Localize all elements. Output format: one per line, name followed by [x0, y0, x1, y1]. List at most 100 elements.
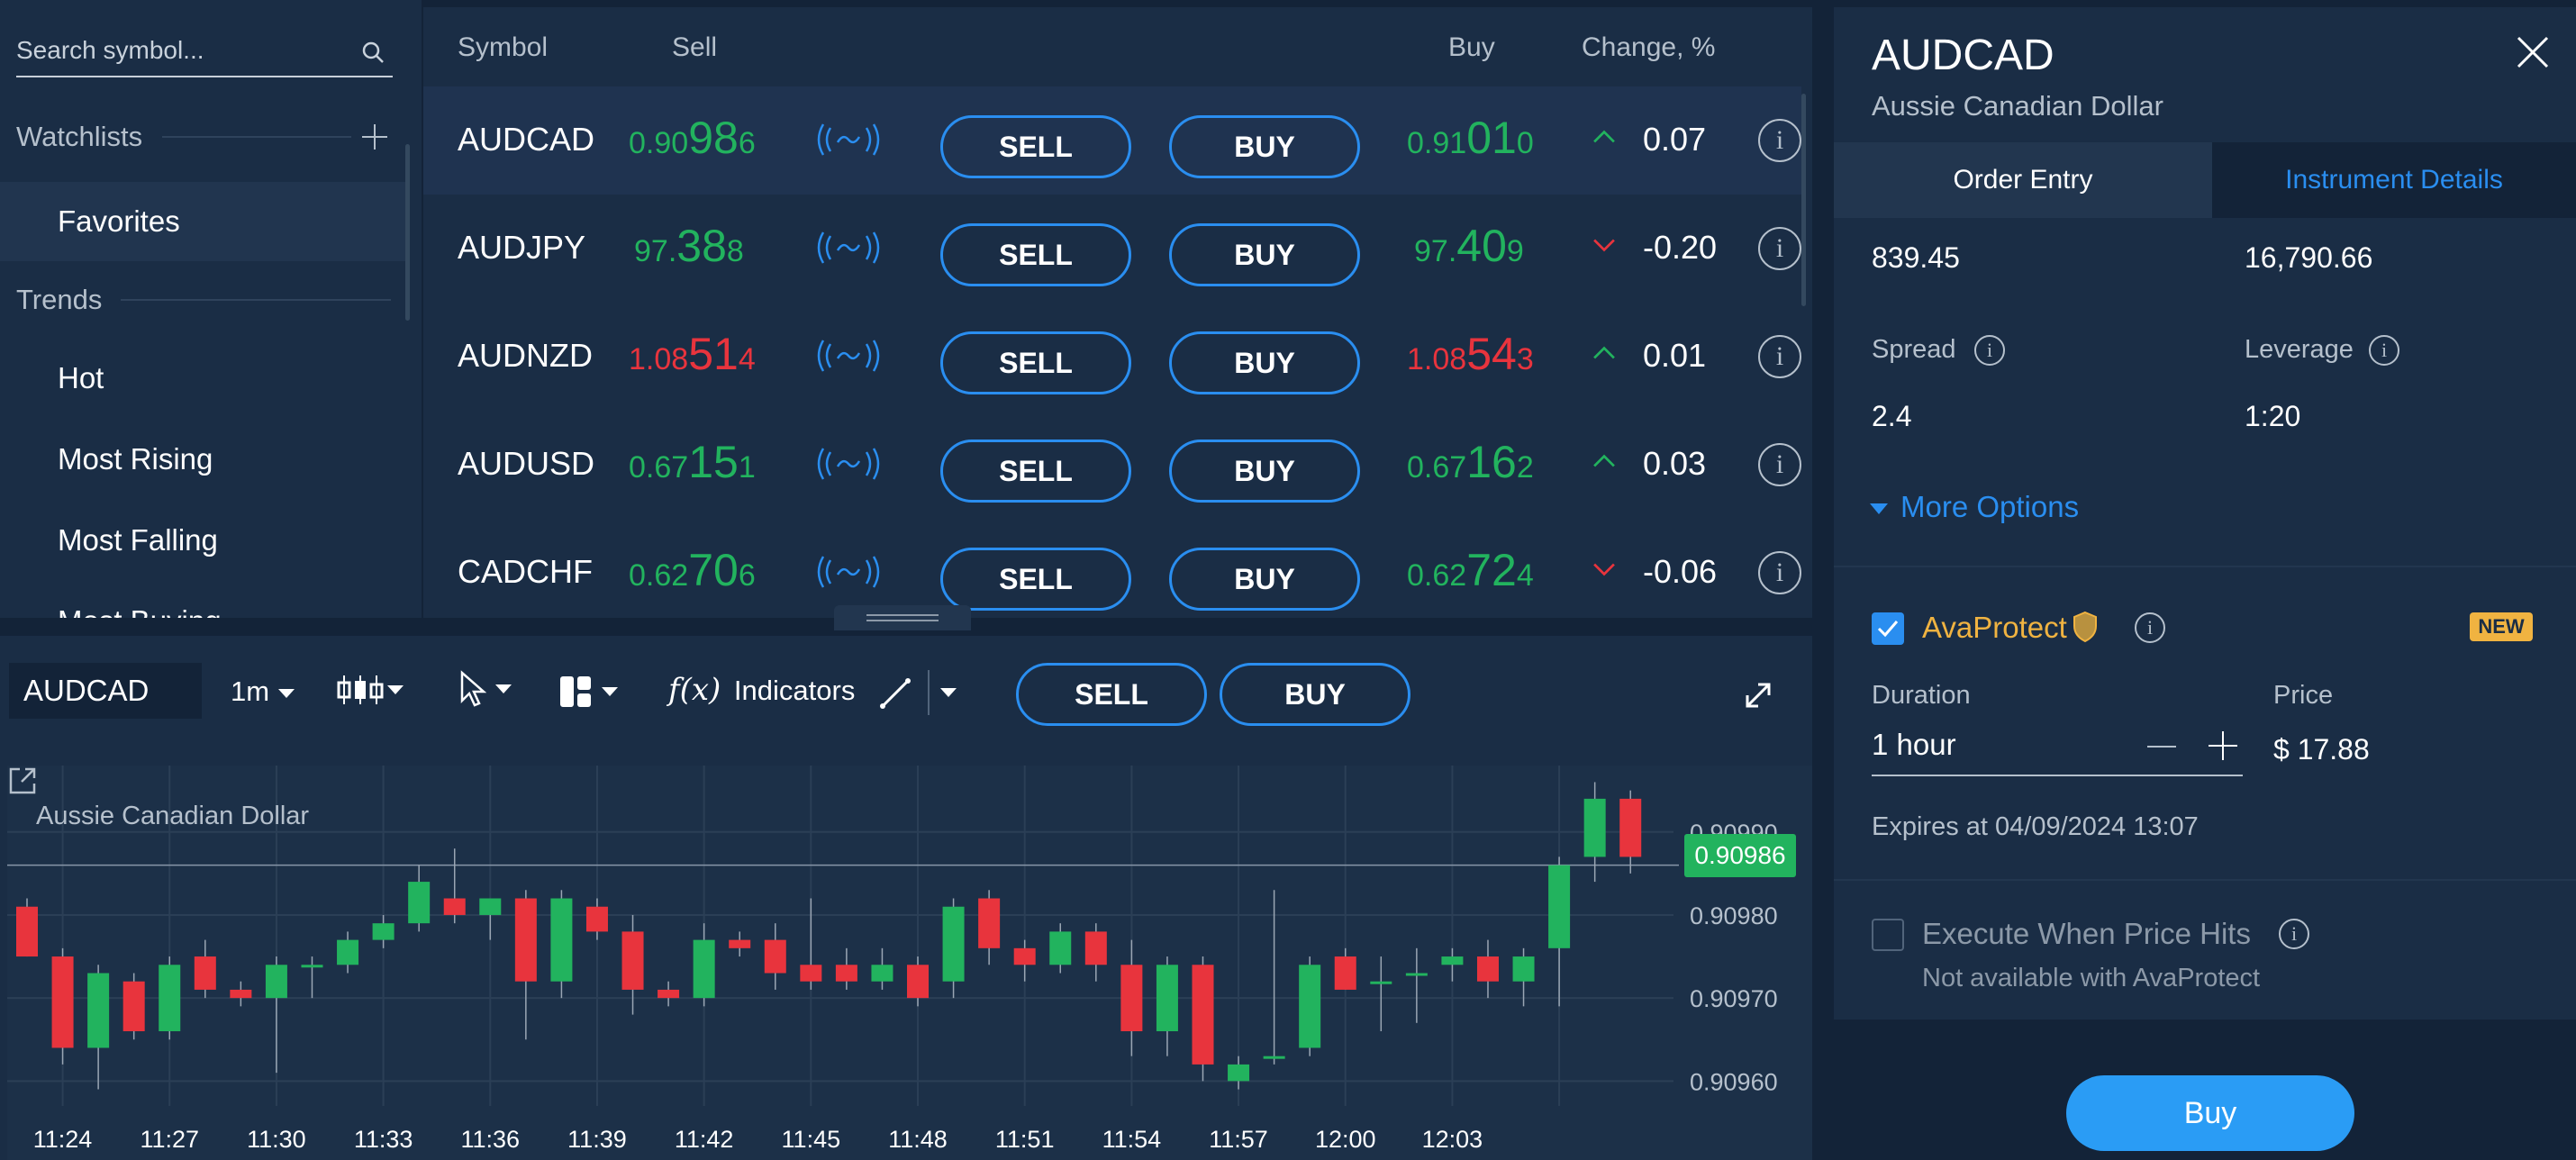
row-sell-button[interactable]: SELL — [940, 331, 1131, 394]
chart-buy-button[interactable]: BUY — [1220, 663, 1410, 726]
price-pips: 98 — [688, 113, 739, 163]
plus-icon[interactable] — [2209, 731, 2237, 760]
candle-body — [159, 965, 181, 1032]
header-symbol[interactable]: Symbol — [458, 32, 549, 62]
price-pipette: 3 — [1516, 342, 1534, 376]
row-buy-button[interactable]: BUY — [1169, 440, 1360, 503]
row-sell-price: 0.90986 — [629, 112, 756, 164]
instrument-title: AUDCAD — [1872, 32, 2054, 79]
drawing-tools-chevron-icon[interactable] — [940, 688, 957, 697]
row-sell-button[interactable]: SELL — [940, 548, 1131, 611]
candle-body — [194, 956, 216, 990]
execute-info-icon[interactable]: i — [2279, 919, 2309, 949]
trend-item-most-rising[interactable]: Most Rising — [58, 442, 213, 476]
candle-body — [301, 965, 323, 968]
leverage-info-icon[interactable]: i — [2369, 335, 2399, 366]
cursor-tool-dropdown[interactable] — [459, 670, 512, 708]
avaprotect-info-icon[interactable]: i — [2135, 612, 2165, 643]
indicators-label: Indicators — [733, 675, 856, 706]
row-buy-button[interactable]: BUY — [1169, 223, 1360, 286]
row-info-icon[interactable]: i — [1758, 335, 1801, 378]
header-change[interactable]: Change, % — [1582, 32, 1716, 62]
cursor-arrow-icon — [460, 670, 487, 707]
candle-body — [550, 898, 573, 982]
table-row[interactable]: AUDUSD 0.67151 SELL BUY 0.67162 0.03 i — [423, 411, 1801, 519]
header-sell[interactable]: Sell — [672, 32, 718, 62]
table-row[interactable]: CADCHF 0.62706 SELL BUY 0.62724 -0.06 i — [423, 519, 1801, 627]
x-tick-label: 11:36 — [461, 1126, 521, 1153]
row-info-icon[interactable]: i — [1758, 119, 1801, 162]
expand-fullscreen-icon[interactable] — [1740, 677, 1776, 713]
price-prefix: 0.90 — [629, 126, 689, 160]
price-pips: 16 — [1466, 437, 1517, 487]
trend-item-most-buying[interactable]: Most Buying — [0, 582, 407, 618]
row-sell-button[interactable]: SELL — [940, 115, 1131, 178]
row-change: 0.07 — [1643, 121, 1707, 158]
trends-label: Trends — [16, 284, 103, 315]
table-row[interactable]: AUDJPY 97.388 SELL BUY 97.409 -0.20 i — [423, 195, 1801, 303]
execute-when-price-hits-checkbox[interactable] — [1872, 919, 1904, 951]
minus-icon[interactable] — [2147, 746, 2176, 748]
watchlist-item-favorites[interactable]: Favorites — [0, 182, 407, 261]
row-buy-button[interactable]: BUY — [1169, 548, 1360, 611]
external-link-icon[interactable] — [7, 766, 38, 796]
sidebar-scrollbar[interactable] — [405, 144, 410, 321]
indicators-button[interactable]: f(x) Indicators — [668, 672, 855, 708]
row-info-icon[interactable]: i — [1758, 551, 1801, 594]
place-buy-order-button[interactable]: Buy — [2066, 1075, 2354, 1151]
duration-stepper[interactable]: 1 hour — [1872, 719, 2243, 776]
candle-body — [1156, 965, 1178, 1032]
more-options-toggle[interactable]: More Options — [1870, 490, 2079, 524]
x-tick-label: 12:00 — [1315, 1126, 1376, 1153]
close-icon[interactable] — [2515, 34, 2551, 70]
avaprotect-checkbox[interactable] — [1872, 612, 1904, 645]
candle-body — [658, 989, 680, 999]
chevron-down-icon — [602, 686, 618, 696]
row-info-icon[interactable]: i — [1758, 443, 1801, 486]
price-pips: 51 — [688, 329, 739, 379]
panel-resize-handle[interactable] — [834, 605, 971, 630]
drawing-line-icon[interactable] — [879, 677, 912, 710]
tab-order-entry[interactable]: Order Entry — [1834, 142, 2212, 218]
execute-note: Not available with AvaProtect — [1922, 964, 2261, 992]
price-pips: 38 — [676, 221, 727, 271]
table-scrollbar[interactable] — [1801, 94, 1806, 306]
add-watchlist-plus-icon[interactable] — [362, 124, 387, 150]
checkmark-icon — [1877, 621, 1899, 638]
table-row[interactable]: AUDCAD 0.90986 SELL BUY 0.91010 0.07 i — [423, 86, 1801, 195]
trend-item-hot[interactable]: Hot — [58, 361, 104, 394]
y-tick-label: 0.90970 — [1690, 985, 1778, 1012]
candle-body — [1192, 965, 1214, 1065]
candle-body — [1084, 931, 1107, 965]
chart-symbol-input[interactable]: AUDCAD — [9, 663, 202, 719]
layout-dropdown[interactable] — [558, 674, 618, 709]
candlestick-chart[interactable]: 0.90990 0.90980 0.90970 0.90960 11:24 11:27 11… — [7, 766, 1812, 1160]
row-sell-button[interactable]: SELL — [940, 440, 1131, 503]
chart-sell-button[interactable]: SELL — [1016, 663, 1207, 726]
timeframe-dropdown[interactable]: 1m — [231, 675, 295, 708]
header-buy[interactable]: Buy — [1448, 32, 1495, 62]
row-symbol[interactable]: CADCHF — [458, 553, 593, 590]
candle-body — [408, 882, 431, 924]
tab-instrument-details[interactable]: Instrument Details — [2212, 142, 2576, 218]
chart-type-dropdown[interactable] — [337, 672, 404, 708]
row-buy-button[interactable]: BUY — [1169, 331, 1360, 394]
x-tick-label: 11:51 — [995, 1126, 1055, 1153]
row-symbol[interactable]: AUDJPY — [458, 229, 586, 266]
candle-body — [372, 923, 395, 940]
row-info-icon[interactable]: i — [1758, 227, 1801, 270]
trend-item-most-falling[interactable]: Most Falling — [58, 523, 218, 557]
spread-info-icon[interactable]: i — [1974, 335, 2005, 366]
row-sell-button[interactable]: SELL — [940, 223, 1131, 286]
row-symbol[interactable]: AUDUSD — [458, 445, 595, 482]
row-symbol[interactable]: AUDNZD — [458, 337, 593, 374]
row-buy-button[interactable]: BUY — [1169, 115, 1360, 178]
row-symbol[interactable]: AUDCAD — [458, 121, 595, 158]
table-row[interactable]: AUDNZD 1.08514 SELL BUY 1.08543 0.01 i — [423, 303, 1801, 411]
candle-body — [1619, 798, 1642, 857]
symbol-search-input[interactable]: Search symbol... — [16, 23, 393, 77]
row-buy-price: 0.67162 — [1407, 436, 1534, 488]
search-icon[interactable] — [360, 40, 385, 65]
spread-label: Spread — [1872, 335, 1956, 364]
